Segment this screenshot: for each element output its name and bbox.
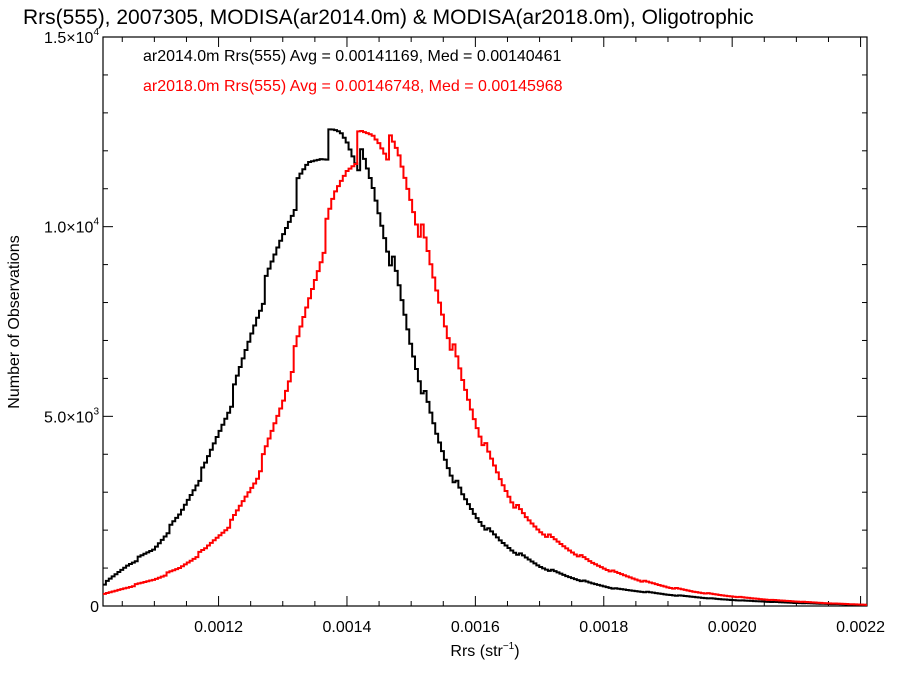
x-axis-label-close: ) bbox=[514, 643, 519, 660]
y-tick-label: 0 bbox=[90, 599, 99, 616]
y-tick-label-mantissa: 5.0×10 bbox=[44, 409, 93, 426]
x-tick-label: 0.0018 bbox=[579, 619, 628, 636]
series-layer bbox=[103, 128, 867, 606]
y-tick-label-mantissa: 1.5×10 bbox=[44, 30, 93, 47]
y-axis-label: Number of Observations bbox=[6, 235, 23, 408]
series-line-ar2018.0m bbox=[103, 130, 867, 606]
y-tick-label-exponent: 4 bbox=[93, 27, 99, 38]
y-tick-label: 1.5×104 bbox=[44, 27, 99, 47]
x-tick-label: 0.0014 bbox=[322, 619, 371, 636]
y-tick-label: 5.0×103 bbox=[44, 406, 99, 426]
y-tick-label-exponent: 4 bbox=[93, 217, 99, 228]
y-tick-label-mantissa: 0 bbox=[90, 599, 99, 616]
plot-frame bbox=[102, 36, 868, 607]
x-tick-label: 0.0020 bbox=[708, 619, 757, 636]
chart-title: Rrs(555), 2007305, MODISA(ar2014.0m) & M… bbox=[23, 6, 754, 29]
y-tick-label-exponent: 3 bbox=[93, 406, 99, 417]
y-tick-label: 1.0×104 bbox=[44, 217, 99, 237]
x-axis-ticks: 0.0012 0.0014 0.0016 0.0018 0.0020 0.0022 bbox=[121, 37, 885, 636]
x-tick-label: 0.0022 bbox=[836, 619, 885, 636]
legend-entry-ar2014: ar2014.0m Rrs(555) Avg = 0.00141169, Med… bbox=[143, 48, 561, 65]
x-axis-label: Rrs (str−1) bbox=[450, 641, 519, 660]
x-tick-label: 0.0016 bbox=[451, 619, 500, 636]
x-axis-label-sup: −1 bbox=[503, 641, 515, 652]
x-tick-label: 0.0012 bbox=[194, 619, 243, 636]
series-line-ar2014.0m bbox=[103, 128, 867, 606]
x-axis-label-main: Rrs (str bbox=[450, 643, 503, 660]
legend-entry-ar2018: ar2018.0m Rrs(555) Avg = 0.00146748, Med… bbox=[143, 78, 563, 95]
y-tick-label-mantissa: 1.0×10 bbox=[44, 220, 93, 237]
